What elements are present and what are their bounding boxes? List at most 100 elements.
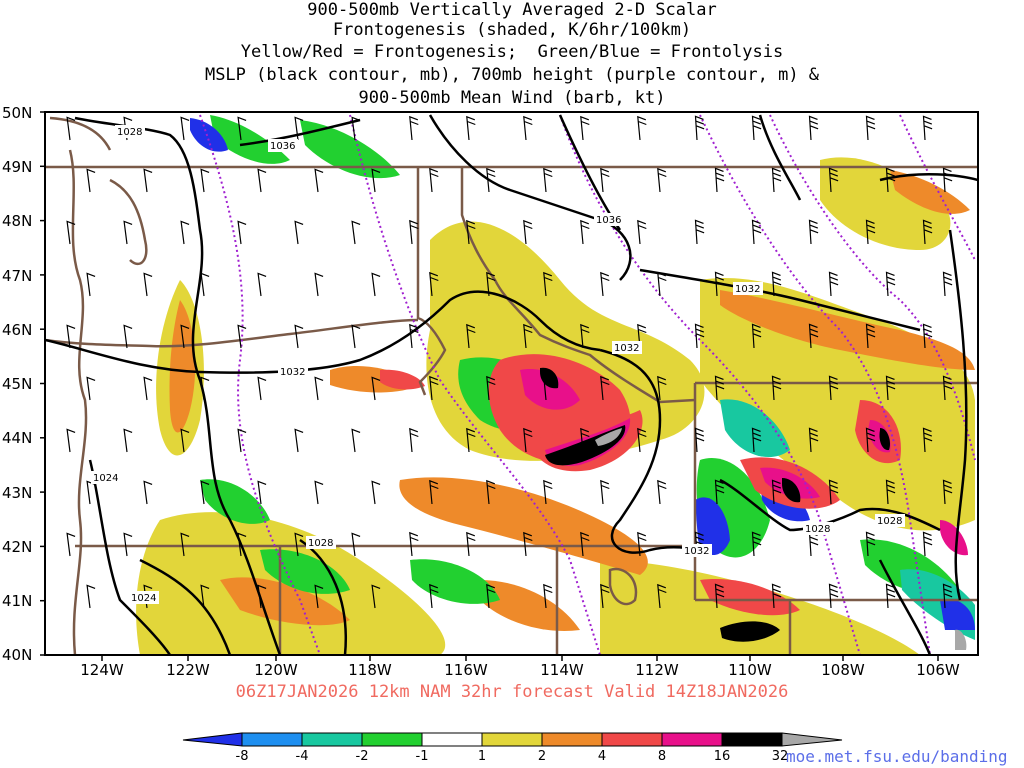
wind-barb bbox=[637, 323, 647, 349]
wind-barb bbox=[865, 115, 876, 141]
wa-or-border bbox=[45, 318, 419, 348]
wind-barb bbox=[429, 479, 439, 505]
wind-barb bbox=[409, 219, 419, 245]
blue-region bbox=[695, 497, 730, 555]
lon-label: 112W bbox=[635, 661, 679, 679]
black-core bbox=[720, 621, 780, 642]
wind-barb bbox=[543, 479, 553, 505]
lat-label: 46N bbox=[2, 321, 32, 339]
colorbar-seg bbox=[421, 732, 483, 747]
wind-barb bbox=[808, 531, 819, 557]
wind-barb bbox=[66, 116, 76, 141]
isobar bbox=[599, 348, 701, 554]
wind-barb bbox=[714, 167, 725, 193]
wind-barb bbox=[751, 323, 762, 349]
wind-barb bbox=[466, 323, 476, 349]
wind-barb bbox=[257, 480, 267, 505]
wind-barb bbox=[66, 220, 76, 245]
black-core bbox=[879, 428, 890, 451]
lon-label: 106W bbox=[916, 661, 960, 679]
colorbar-seg bbox=[541, 732, 603, 747]
isobar-label: 1028 bbox=[117, 127, 142, 138]
height-contour bbox=[559, 114, 861, 655]
lon-label: 108W bbox=[821, 661, 865, 679]
wind-barb bbox=[371, 168, 381, 193]
green-region bbox=[300, 120, 400, 179]
wind-barb bbox=[751, 531, 762, 557]
lat-labels: 50N 49N 48N 47N 46N 45N 44N 43N 42N 41N … bbox=[2, 104, 32, 664]
wind-barb bbox=[865, 427, 876, 453]
wind-barb bbox=[771, 271, 782, 297]
wind-barb bbox=[657, 479, 667, 505]
wind-barb bbox=[200, 480, 210, 505]
isobar-label: 1024 bbox=[131, 593, 156, 604]
id-mt-border bbox=[460, 167, 696, 404]
wind-barb bbox=[714, 271, 725, 297]
great-salt-lake bbox=[608, 567, 638, 606]
wind-barb bbox=[86, 168, 96, 193]
isobar bbox=[45, 290, 601, 374]
lat-label: 50N bbox=[2, 104, 32, 122]
wind-barb bbox=[922, 115, 933, 141]
wind-barb bbox=[294, 220, 304, 245]
title-line-1: 900-500mb Vertically Averaged 2-D Scalar bbox=[307, 0, 717, 20]
orange-band bbox=[720, 290, 975, 370]
wind-barb bbox=[314, 376, 324, 401]
colorbar-seg bbox=[721, 732, 783, 747]
wind-barb bbox=[257, 376, 267, 401]
wind-barb bbox=[922, 531, 933, 557]
colorbar-seg bbox=[241, 732, 303, 747]
height-contour bbox=[199, 114, 321, 655]
height-contour bbox=[349, 114, 601, 655]
wind-barb bbox=[580, 531, 590, 557]
green-region bbox=[260, 549, 350, 594]
lon-label: 124W bbox=[80, 661, 124, 679]
isobar-label: 1028 bbox=[877, 516, 902, 527]
wind-barb bbox=[143, 272, 153, 297]
wind-barb bbox=[294, 324, 304, 349]
wind-barb bbox=[808, 323, 819, 349]
wind-barb bbox=[180, 532, 190, 557]
wind-barb bbox=[351, 532, 361, 557]
wind-barb bbox=[429, 375, 439, 401]
wind-barb bbox=[808, 115, 819, 141]
wind-barb bbox=[237, 428, 247, 453]
lat-label: 43N bbox=[2, 484, 32, 502]
wind-barb bbox=[543, 375, 553, 401]
credit-url[interactable]: moe.met.fsu.edu/banding bbox=[786, 747, 1008, 766]
wind-barb bbox=[637, 531, 647, 557]
wind-barb bbox=[237, 532, 247, 557]
wind-barb bbox=[237, 116, 247, 141]
wind-barb bbox=[409, 427, 419, 453]
isobar-label: 1028 bbox=[805, 524, 830, 535]
isobar-label: 1036 bbox=[596, 215, 621, 226]
wind-barb bbox=[466, 531, 476, 557]
gray-core bbox=[955, 629, 967, 650]
wind-barb bbox=[371, 584, 381, 609]
wind-barb bbox=[694, 427, 705, 453]
lat-label: 45N bbox=[2, 375, 32, 393]
lat-label: 49N bbox=[2, 158, 32, 176]
colorbar-label: -1 bbox=[416, 749, 429, 764]
wind-barb bbox=[885, 271, 896, 297]
colorbar-seg-high bbox=[781, 732, 843, 747]
wind-barb bbox=[351, 116, 361, 141]
wind-barb bbox=[580, 219, 590, 245]
wind-barb bbox=[922, 323, 933, 349]
wind-barb bbox=[257, 168, 267, 193]
wind-barb bbox=[86, 272, 96, 297]
isobar-label: 1032 bbox=[614, 343, 639, 354]
red-core bbox=[700, 579, 800, 616]
wind-barb bbox=[885, 479, 896, 505]
wind-barb bbox=[714, 479, 725, 505]
colorbar-seg bbox=[601, 732, 663, 747]
colorbar-label: -4 bbox=[296, 749, 309, 764]
isobar bbox=[558, 114, 622, 231]
mslp-isobars bbox=[45, 114, 978, 655]
isobar-label: 1032 bbox=[735, 284, 760, 295]
wind-barb bbox=[200, 376, 210, 401]
wind-barb bbox=[123, 324, 133, 349]
wind-barb bbox=[257, 272, 267, 297]
wind-barb bbox=[66, 532, 76, 557]
isobar-label: 1036 bbox=[270, 141, 295, 152]
